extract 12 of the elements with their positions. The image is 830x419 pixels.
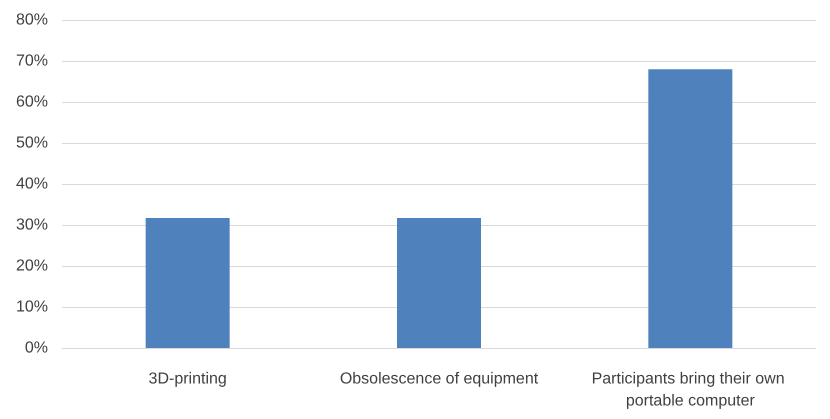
y-tick-label: 10% — [16, 298, 48, 316]
y-tick-label: 30% — [16, 216, 48, 234]
y-tick-label: 50% — [16, 134, 48, 152]
x-tick-label: 3D-printing — [148, 370, 227, 388]
x-tick-label: Obsolescence of equipment — [340, 370, 539, 388]
x-tick-label: Participants bring their own portable computer — [592, 370, 790, 410]
y-tick-label: 60% — [16, 94, 48, 110]
y-tick-label: 20% — [16, 258, 48, 274]
y-tick-label: 70% — [16, 52, 48, 70]
y-tick-label: 40% — [16, 176, 48, 192]
y-tick-label: 0% — [24, 340, 48, 356]
y-tick-label: 80% — [16, 12, 48, 28]
